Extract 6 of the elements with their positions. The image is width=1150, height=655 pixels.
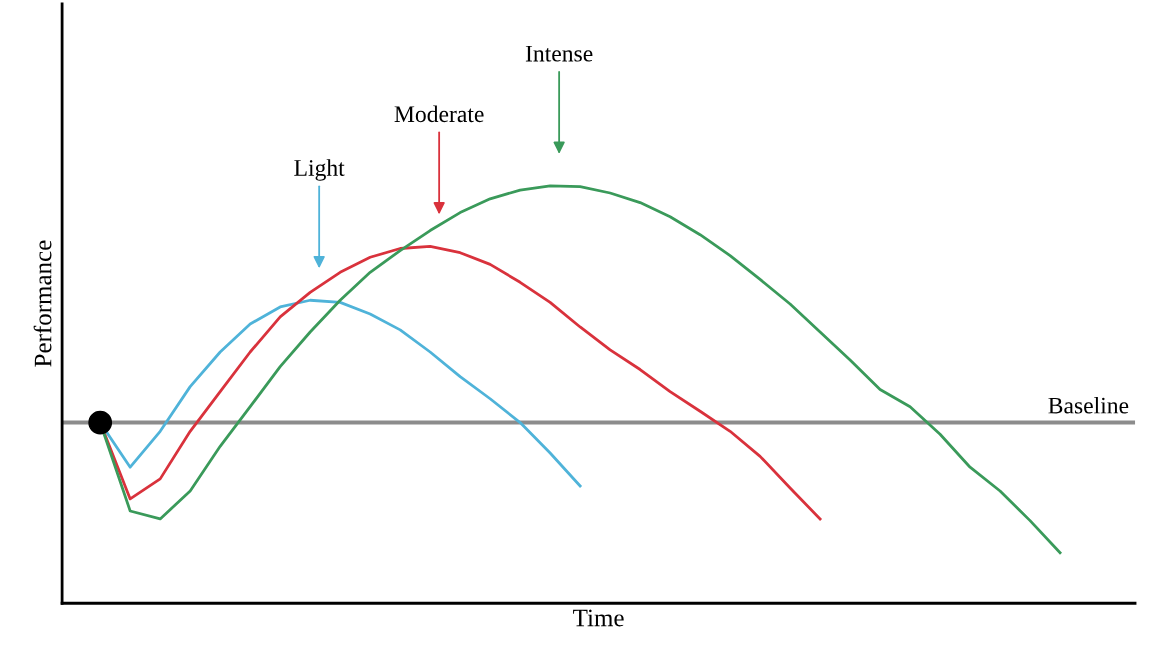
text: Intense: [525, 45, 593, 62]
text: Light: [294, 159, 345, 181]
x-axis-title: Time: [573, 609, 624, 627]
ref-line-label: Baseline: [1048, 396, 1129, 414]
y-axis-title: Performance: [33, 240, 52, 367]
text: Moderate: [394, 105, 484, 123]
